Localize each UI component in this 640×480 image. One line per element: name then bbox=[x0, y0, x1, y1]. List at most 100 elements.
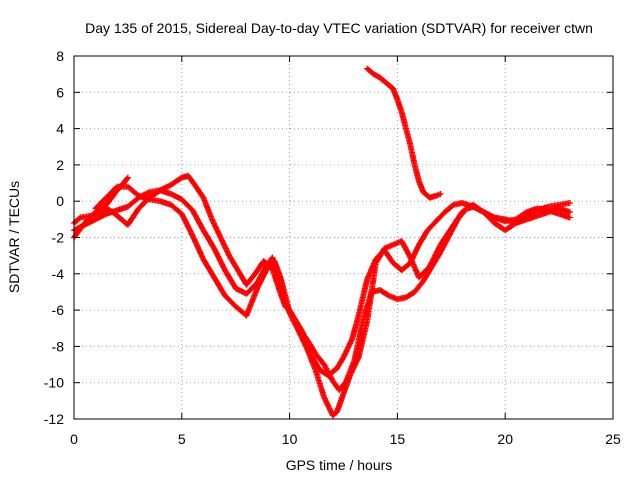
interpolated-points bbox=[412, 163, 422, 183]
interpolated-points bbox=[244, 272, 258, 287]
x-tick-label: 25 bbox=[605, 431, 621, 447]
y-tick-label: -12 bbox=[44, 411, 64, 427]
x-tick-label: 0 bbox=[70, 431, 78, 447]
interpolated-points bbox=[269, 255, 282, 279]
interpolated-points bbox=[289, 315, 301, 332]
interpolated-points bbox=[503, 220, 518, 233]
interpolated-points bbox=[341, 373, 353, 396]
x-tick-label: 15 bbox=[390, 431, 406, 447]
y-tick-label: -8 bbox=[52, 338, 65, 354]
interpolated-points bbox=[244, 281, 260, 296]
interpolated-points bbox=[222, 268, 238, 290]
interpolated-points bbox=[276, 275, 288, 305]
interpolated-points bbox=[403, 127, 413, 147]
interpolated-points bbox=[399, 239, 413, 260]
interpolated-points bbox=[313, 368, 327, 399]
x-tick-label: 10 bbox=[282, 431, 298, 447]
interpolated-points bbox=[438, 226, 454, 247]
interpolated-points bbox=[417, 264, 432, 280]
interpolated-points bbox=[304, 337, 318, 356]
x-axis-label: GPS time / hours bbox=[286, 457, 393, 473]
interpolated-points bbox=[434, 210, 447, 223]
interpolated-points bbox=[481, 210, 497, 225]
chart-title: Day 135 of 2015, Sidereal Day-to-day VTE… bbox=[85, 20, 593, 36]
interpolated-points bbox=[93, 195, 109, 211]
interpolated-points bbox=[404, 289, 417, 300]
interpolated-points bbox=[416, 228, 430, 247]
interpolated-points bbox=[126, 184, 141, 198]
x-tick-label: 20 bbox=[497, 431, 513, 447]
series-track-2 bbox=[71, 172, 573, 379]
interpolated-points bbox=[408, 255, 422, 279]
interpolated-points bbox=[186, 174, 197, 187]
interpolated-points bbox=[384, 81, 395, 91]
interpolated-points bbox=[223, 293, 238, 309]
y-tick-label: -4 bbox=[52, 266, 65, 282]
interpolated-points bbox=[169, 191, 184, 202]
interpolated-points bbox=[425, 219, 439, 233]
interpolated-points bbox=[169, 202, 184, 216]
interpolated-points bbox=[351, 319, 366, 363]
series-track-3 bbox=[71, 187, 573, 393]
interpolated-points bbox=[209, 217, 223, 240]
interpolated-points bbox=[471, 202, 486, 215]
interpolated-points bbox=[449, 210, 465, 231]
interpolated-points bbox=[394, 98, 405, 114]
interpolated-points bbox=[313, 351, 327, 367]
interpolated-points bbox=[200, 196, 215, 221]
interpolated-points bbox=[412, 279, 426, 294]
interpolated-points bbox=[254, 264, 271, 290]
data-point bbox=[523, 212, 530, 219]
data-point bbox=[437, 190, 444, 197]
x-tick-label: 5 bbox=[178, 431, 186, 447]
interpolated-points bbox=[356, 277, 370, 317]
interpolated-points bbox=[427, 243, 443, 269]
interpolated-points bbox=[304, 346, 318, 372]
interpolated-points bbox=[190, 234, 206, 261]
interpolated-points bbox=[356, 319, 370, 359]
interpolated-points bbox=[341, 337, 355, 359]
interpolated-points bbox=[378, 287, 391, 298]
interpolated-points bbox=[364, 261, 379, 323]
interpolated-points bbox=[373, 246, 387, 265]
interpolated-points bbox=[104, 184, 119, 200]
interpolated-points bbox=[125, 206, 141, 227]
y-axis-label: SDTVAR / TECUs bbox=[6, 181, 22, 293]
interpolated-points bbox=[365, 66, 376, 77]
y-tick-label: -10 bbox=[44, 375, 64, 391]
interpolated-points bbox=[399, 260, 413, 273]
interpolated-points bbox=[514, 209, 529, 222]
interpolated-points bbox=[190, 208, 206, 232]
interpolated-points bbox=[211, 275, 228, 298]
data-marks bbox=[71, 65, 573, 419]
y-tick-label: 8 bbox=[56, 48, 64, 64]
interpolated-points bbox=[201, 228, 217, 251]
axis-ticks: 0 5 10 15 20 25 -12 -10 -8 -6 -4 -2 0 2 4 6 8 bbox=[44, 48, 621, 447]
interpolated-points bbox=[126, 195, 141, 209]
interpolated-points bbox=[378, 75, 389, 86]
y-tick-label: 0 bbox=[56, 193, 64, 209]
interpolated-points bbox=[244, 286, 260, 318]
interpolated-points bbox=[330, 409, 339, 418]
interpolated-points bbox=[192, 183, 206, 200]
interpolated-points bbox=[72, 222, 87, 233]
interpolated-points bbox=[442, 202, 456, 215]
y-tick-label: 4 bbox=[56, 121, 64, 137]
interpolated-points bbox=[347, 355, 361, 377]
interpolated-points bbox=[93, 211, 108, 222]
data-point bbox=[566, 214, 573, 221]
interpolated-points bbox=[218, 235, 232, 258]
interpolated-points bbox=[434, 191, 443, 199]
interpolated-points bbox=[321, 395, 336, 417]
interpolated-points bbox=[201, 257, 217, 280]
data-point bbox=[124, 174, 131, 181]
y-tick-label: 2 bbox=[56, 157, 64, 173]
interpolated-points bbox=[525, 208, 540, 218]
data-point bbox=[566, 209, 573, 216]
interpolated-points bbox=[407, 143, 418, 167]
interpolated-points bbox=[334, 355, 346, 370]
interpolated-points bbox=[282, 301, 295, 319]
interpolated-points bbox=[121, 175, 130, 185]
y-tick-label: -2 bbox=[52, 230, 65, 246]
